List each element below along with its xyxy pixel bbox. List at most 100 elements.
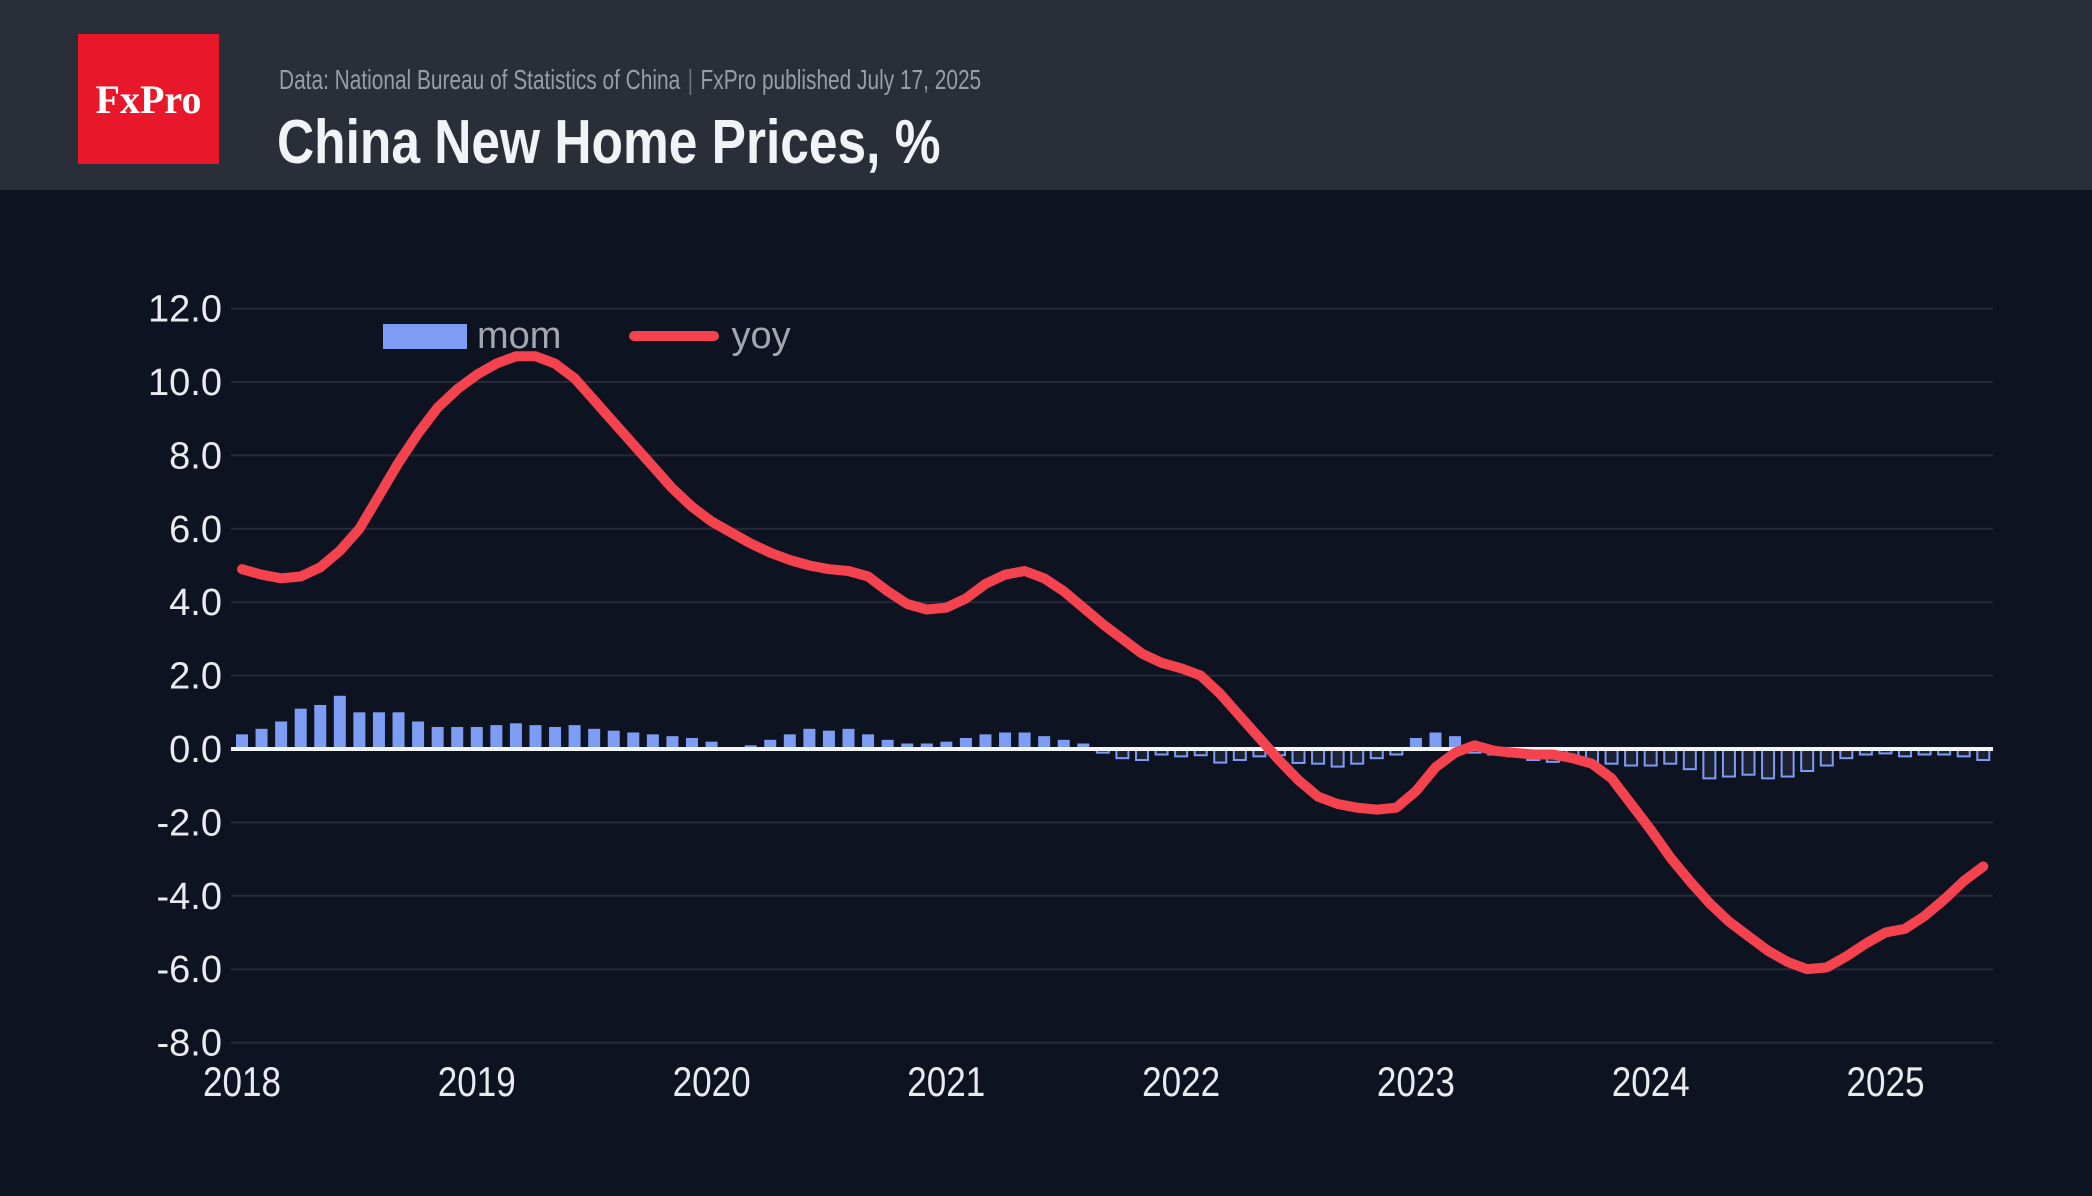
mom-bar <box>470 726 483 749</box>
mom-bar <box>979 734 992 749</box>
mom-bar <box>1780 748 1795 778</box>
y-axis-labels: 12.0 10.0 8.0 6.0 4.0 2.0 0.0 -2.0 -4.0 -6.0 -8.0 <box>148 289 222 1065</box>
gridlines <box>231 307 1993 1044</box>
mom-bar <box>1800 748 1815 773</box>
mom-bar <box>881 739 894 749</box>
y-axis-tick-label: -4.0 <box>157 876 222 918</box>
y-axis-tick-label: 0.0 <box>169 729 222 771</box>
mom-bar <box>1663 748 1678 765</box>
y-axis-tick-label: 10.0 <box>148 362 222 404</box>
mom-bar <box>431 726 444 749</box>
x-axis-tick-label: 2018 <box>203 1058 281 1105</box>
mom-bar <box>1604 748 1619 765</box>
published-text: FxPro published July 17, 2025 <box>700 64 982 95</box>
mom-bar <box>1702 748 1717 780</box>
mom-bar <box>1213 748 1228 764</box>
y-axis-tick-label: -6.0 <box>157 949 222 991</box>
x-axis-tick-label: 2019 <box>438 1058 516 1105</box>
mom-bar <box>451 726 464 749</box>
y-axis-tick-label: 6.0 <box>169 509 222 551</box>
mom-bar <box>1330 748 1345 768</box>
mom-bar <box>1682 748 1697 771</box>
mom-bar <box>959 737 972 749</box>
y-axis-tick-label: 2.0 <box>169 656 222 698</box>
mom-bar <box>412 721 425 749</box>
mom-bar <box>294 708 307 749</box>
mom-bar <box>901 743 914 749</box>
mom-bar <box>1038 736 1051 749</box>
x-axis-tick-label: 2021 <box>907 1058 985 1105</box>
mom-bar <box>1761 748 1776 780</box>
mom-bar <box>920 743 933 749</box>
separator: | <box>687 64 694 95</box>
price-chart: 12.010.08.06.04.02.00.0-2.0-4.0-6.0-8.02… <box>148 289 1993 1105</box>
yoy-legend-line <box>629 331 720 341</box>
mom-bar <box>646 734 659 749</box>
y-axis-tick-label: -2.0 <box>157 802 222 844</box>
mom-bar <box>1643 748 1658 767</box>
mom-bar <box>1291 748 1306 764</box>
page-title: China New Home Prices, % <box>277 108 941 177</box>
mom-bar <box>1409 737 1422 749</box>
mom-bar <box>529 725 542 749</box>
mom-bar <box>588 728 601 749</box>
mom-bar <box>764 739 777 749</box>
mom-bar <box>392 712 405 749</box>
mom-bar <box>509 723 522 749</box>
mom-legend-swatch <box>383 323 467 349</box>
mom-bar <box>1311 748 1326 765</box>
mom-bar <box>1018 732 1031 749</box>
header-bar: FxPro Data: National Bureau of Statistic… <box>0 0 2092 190</box>
mom-bar <box>490 725 503 749</box>
x-axis-tick-label: 2025 <box>1847 1058 1925 1105</box>
y-axis-tick-label: -8.0 <box>157 1023 222 1065</box>
mom-bar <box>999 732 1012 749</box>
x-axis-tick-label: 2023 <box>1377 1058 1455 1105</box>
mom-legend-label: mom <box>477 315 562 357</box>
yoy-legend-label: yoy <box>731 315 791 357</box>
mom-bar <box>372 712 385 749</box>
fxpro-logo: FxPro <box>78 34 219 164</box>
x-axis-tick-label: 2020 <box>673 1058 751 1105</box>
y-axis-tick-label: 8.0 <box>169 435 222 477</box>
mom-bar <box>255 728 268 749</box>
mom-bar <box>549 726 562 749</box>
data-source-text: Data: National Bureau of Statistics of C… <box>279 64 681 95</box>
mom-bar <box>705 741 718 749</box>
mom-bar <box>685 737 698 749</box>
mom-bar <box>627 732 640 749</box>
mom-bar <box>803 728 816 749</box>
mom-bars <box>236 695 1991 780</box>
data-source-line: Data: National Bureau of Statistics of C… <box>279 64 981 96</box>
mom-bar <box>275 721 288 749</box>
yoy-line <box>237 351 1989 975</box>
y-axis-tick-label: 12.0 <box>148 289 222 331</box>
mom-bar <box>333 695 346 749</box>
x-axis-labels: 2018 2019 2020 2021 2022 2023 2024 2025 <box>203 1058 1925 1105</box>
mom-bar <box>1741 748 1756 776</box>
mom-bar <box>842 728 855 749</box>
mom-bar <box>783 734 796 749</box>
mom-bar <box>940 741 953 749</box>
mom-bar <box>822 730 835 749</box>
mom-bar <box>236 734 248 749</box>
mom-bar <box>607 730 620 749</box>
mom-bar <box>1819 748 1834 767</box>
mom-bar <box>1057 739 1070 749</box>
mom-bar <box>1429 732 1442 749</box>
mom-bar <box>1449 736 1462 749</box>
mom-bar <box>1350 748 1365 765</box>
x-axis-tick-label: 2022 <box>1142 1058 1220 1105</box>
mom-bar <box>353 712 366 749</box>
mom-bar <box>568 725 581 749</box>
chart-legend: mom yoy <box>383 316 791 356</box>
mom-bar <box>1624 748 1639 767</box>
x-axis-tick-label: 2024 <box>1612 1058 1690 1105</box>
fxpro-logo-text: FxPro <box>95 76 202 122</box>
mom-bar <box>862 734 875 749</box>
y-axis-tick-label: 4.0 <box>169 582 222 624</box>
mom-bar <box>1721 748 1736 778</box>
mom-bar <box>1077 743 1090 749</box>
mom-bar <box>314 704 327 749</box>
